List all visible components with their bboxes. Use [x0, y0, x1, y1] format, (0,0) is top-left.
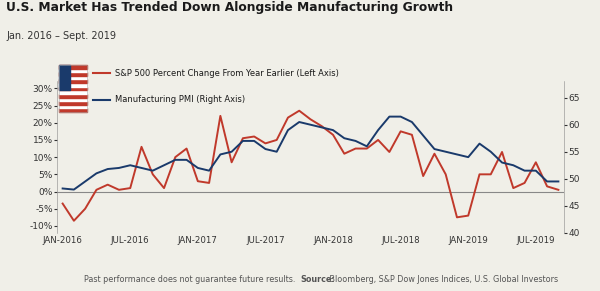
Bar [59, 105, 87, 108]
Bar [59, 97, 87, 101]
Bar [59, 108, 87, 112]
Bar [59, 65, 87, 112]
Bar [59, 65, 70, 90]
Bar [59, 65, 87, 69]
Text: Jan. 2016 – Sept. 2019: Jan. 2016 – Sept. 2019 [6, 31, 116, 40]
Bar [59, 72, 87, 76]
Bar [59, 69, 87, 72]
Bar [59, 76, 87, 79]
Text: Source:: Source: [300, 275, 335, 284]
Bar [59, 94, 87, 97]
Bar [59, 101, 87, 105]
Text: Manufacturing PMI (Right Axis): Manufacturing PMI (Right Axis) [115, 95, 245, 104]
Bar [59, 79, 87, 83]
Text: S&P 500 Percent Change From Year Earlier (Left Axis): S&P 500 Percent Change From Year Earlier… [115, 69, 338, 78]
Text: Bloomberg, S&P Dow Jones Indices, U.S. Global Investors: Bloomberg, S&P Dow Jones Indices, U.S. G… [327, 275, 558, 284]
Bar [59, 90, 87, 94]
Text: Past performance does not guarantee future results.: Past performance does not guarantee futu… [83, 275, 300, 284]
Text: U.S. Market Has Trended Down Alongside Manufacturing Growth: U.S. Market Has Trended Down Alongside M… [6, 1, 453, 15]
Bar [59, 87, 87, 90]
Bar [59, 83, 87, 87]
